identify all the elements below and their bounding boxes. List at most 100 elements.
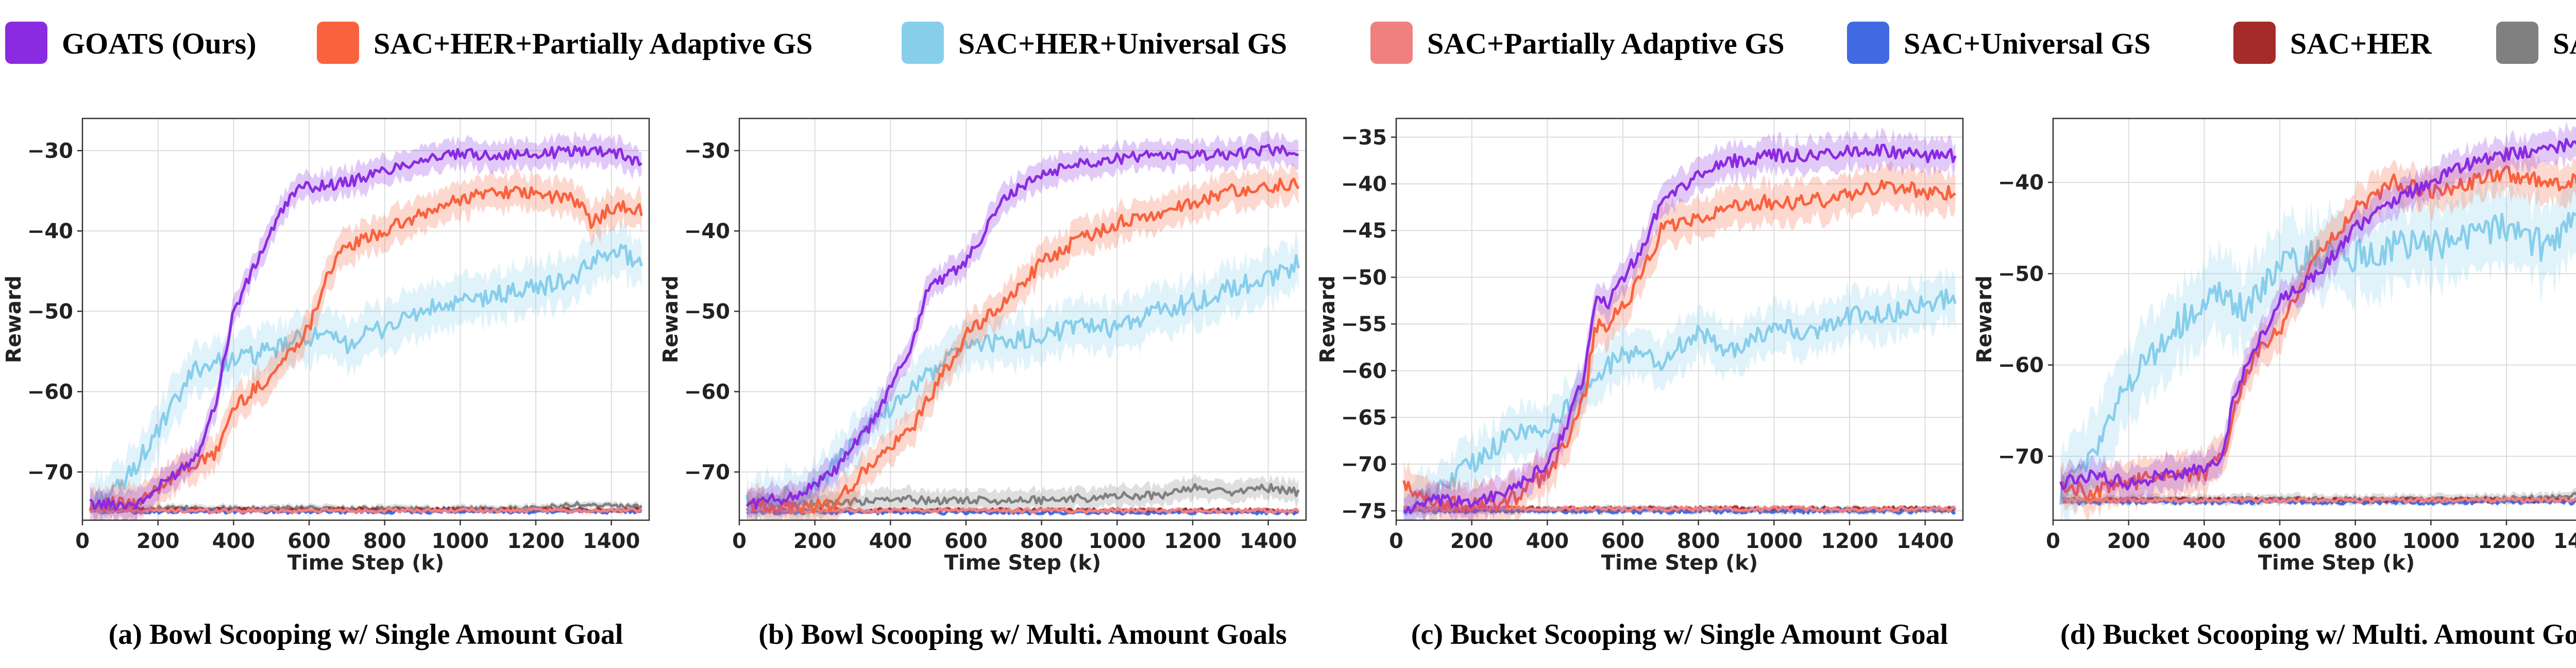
series-line [747, 177, 1300, 515]
series-line [1403, 144, 1957, 514]
x-tick-label: 1000 [1745, 529, 1803, 553]
y-axis-label: Reward [659, 276, 683, 363]
x-axis-label: Time Step (k) [287, 551, 445, 575]
series-line [1403, 507, 1956, 515]
series-group [1402, 127, 1957, 520]
series-goats-ours [2059, 121, 2576, 505]
y-tick-label: −60 [1998, 354, 2044, 378]
chart-panels: 0 200 400 600 800 1000 1200 1400 −70 −60 −50 −40 −30… [2, 117, 2576, 650]
y-tick-label: −50 [27, 300, 73, 323]
y-tick-label: −40 [27, 219, 73, 243]
y-tick-label: −75 [1341, 500, 1387, 523]
confidence-band [747, 473, 1299, 520]
x-tick-label: 600 [287, 529, 331, 553]
series-sac-partially-adaptive-gs [746, 506, 1300, 515]
series-line [2060, 496, 2576, 504]
x-tick-label: 600 [1601, 529, 1645, 553]
plot-frame [81, 117, 650, 521]
x-tick-label: 1200 [1164, 529, 1221, 553]
panel-caption: (c) Bucket Scooping w/ Single Amount Goa… [1411, 619, 1948, 650]
series-line [89, 185, 643, 512]
plot-frame [2052, 117, 2576, 521]
x-tick-label: 200 [1450, 529, 1494, 553]
y-tick-label: −50 [1998, 262, 2044, 286]
confidence-band [747, 163, 1299, 520]
legend: GOATS (Ours) SAC+HER+Partially Adaptive G… [5, 22, 2576, 64]
series-sac-her-partially-adaptive-gs [747, 163, 1300, 520]
x-tick-label: 1200 [507, 529, 564, 553]
y-tick-label: −40 [1341, 173, 1387, 196]
y-tick-label: −60 [1341, 359, 1387, 383]
series-sac-partially-adaptive-gs [90, 506, 642, 515]
panel-caption: (b) Bowl Scooping w/ Multi. Amount Goals [758, 619, 1286, 650]
x-tick-label: 800 [1020, 529, 1063, 553]
series-line [1402, 288, 1957, 516]
y-axis-label: Reward [1316, 276, 1340, 363]
x-axis-label: Time Step (k) [1601, 551, 1758, 575]
x-axis-label: Time Step (k) [944, 551, 1101, 575]
series-line [746, 507, 1300, 514]
series-line [2059, 212, 2576, 505]
legend-item-sac-partially-adaptive-gs: SAC+Partially Adaptive GS [1370, 22, 1785, 64]
x-tick-label: 400 [2183, 529, 2226, 553]
x-tick-label: 0 [2046, 529, 2060, 553]
x-tick-label: 0 [732, 529, 747, 553]
axis-ticks: 0 200 400 600 800 1000 1200 1400 −70 −60 −50 −40 −30 [684, 139, 1297, 553]
chart-panel-4: 0 200 400 600 800 1000 1200 1400 −70 −60 −50 −40 Tim… [1973, 117, 2576, 650]
y-tick-label: −70 [27, 460, 73, 484]
x-tick-label: 600 [944, 529, 988, 553]
legend-label: SAC+HER+Universal GS [958, 27, 1287, 60]
series-line [89, 244, 643, 510]
series-sac-her-partially-adaptive-gs [89, 167, 643, 520]
legend-item-sac-her-partially-adaptive-gs: SAC+HER+Partially Adaptive GS [317, 22, 812, 64]
x-tick-label: 200 [793, 529, 837, 553]
legend-label: SAC [2553, 27, 2576, 60]
series-sac-partially-adaptive-gs [2060, 495, 2576, 505]
legend-item-sac-universal-gs: SAC+Universal GS [1847, 22, 2150, 64]
chart-panel-1: 0 200 400 600 800 1000 1200 1400 −70 −60 −50 −40 −30… [2, 117, 650, 650]
y-tick-label: −50 [684, 300, 730, 323]
series-line [745, 144, 1299, 510]
y-tick-label: −70 [1998, 445, 2044, 469]
x-tick-label: 1200 [1821, 529, 1878, 553]
y-tick-label: −55 [1341, 313, 1387, 336]
x-tick-label: 800 [1677, 529, 1720, 553]
legend-swatch [317, 22, 359, 64]
axis-ticks: 0 200 400 600 800 1000 1200 1400 −70 −60 −50 −40 −30 [27, 139, 640, 553]
series-line [1402, 179, 1956, 513]
confidence-band [2060, 169, 2576, 520]
x-tick-label: 200 [137, 529, 180, 553]
confidence-band [90, 167, 642, 520]
legend-label: SAC+HER+Partially Adaptive GS [374, 27, 812, 60]
series-sac-her-partially-adaptive-gs [1402, 161, 1956, 520]
legend-item-sac-her-universal-gs: SAC+HER+Universal GS [902, 22, 1287, 64]
series-line [89, 145, 642, 511]
y-tick-label: −70 [1341, 453, 1387, 476]
legend-item-sac-her: SAC+HER [2233, 22, 2432, 64]
y-tick-label: −40 [684, 219, 730, 243]
chart-panel-3: 0 200 400 600 800 1000 1200 1400 −75 −70 −65 −60 −55… [1316, 117, 1964, 650]
y-axis-label: Reward [2, 276, 26, 363]
x-tick-label: 200 [2107, 529, 2150, 553]
legend-item-goats-ours: GOATS (Ours) [5, 22, 257, 64]
series-goats-ours [89, 130, 642, 520]
plot-frame [1395, 117, 1964, 521]
y-tick-label: −30 [27, 139, 73, 163]
plot-frame [738, 117, 1307, 521]
legend-swatch [5, 22, 47, 64]
x-tick-label: 1000 [1089, 529, 1146, 553]
x-tick-label: 0 [1389, 529, 1403, 553]
series-sac [747, 473, 1300, 520]
y-tick-label: −60 [684, 380, 730, 404]
series-line [747, 483, 1300, 510]
plot-area [2053, 118, 2576, 520]
series-line [90, 507, 642, 514]
panel-caption: (a) Bowl Scooping w/ Single Amount Goal [109, 619, 623, 650]
legend-label: GOATS (Ours) [62, 27, 257, 60]
y-tick-label: −40 [1998, 171, 2044, 195]
x-tick-label: 400 [1526, 529, 1569, 553]
y-axis-label: Reward [1973, 276, 1996, 363]
legend-label: SAC+HER [2290, 27, 2432, 60]
x-tick-label: 600 [2258, 529, 2301, 553]
